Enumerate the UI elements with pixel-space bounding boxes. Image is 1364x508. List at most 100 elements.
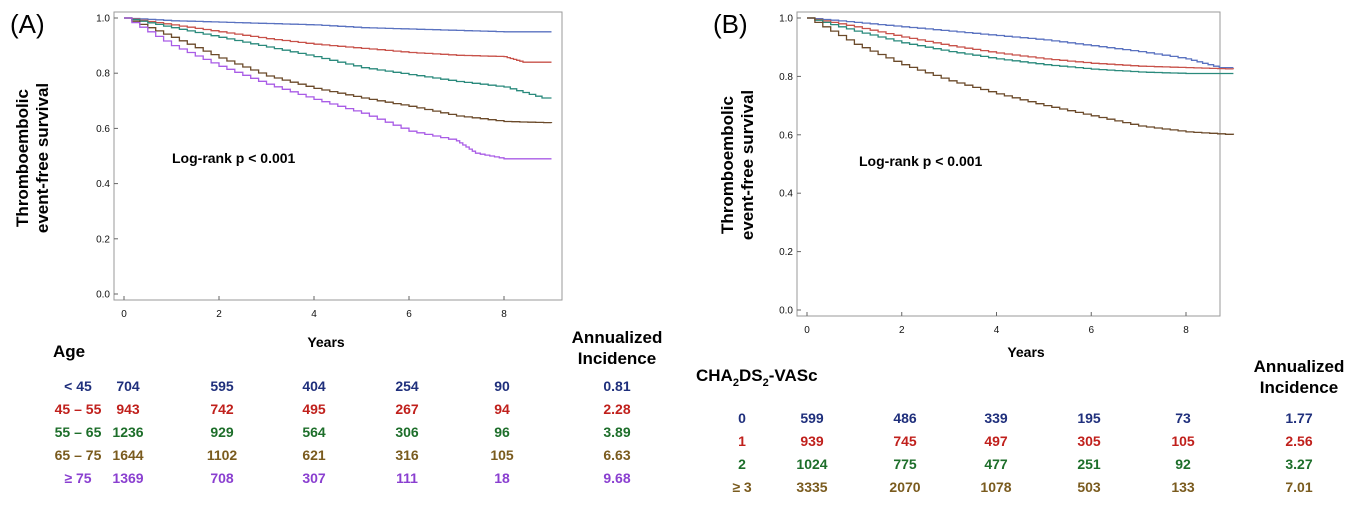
table-row: 1 939 745 497 305 105 2.56 (738, 433, 1313, 449)
at-risk-count: 92 (1175, 456, 1191, 472)
at-risk-count: 929 (210, 424, 234, 440)
at-risk-count: 2070 (889, 479, 920, 495)
incidence-value: 3.89 (603, 424, 630, 440)
y-axis-title-line: Thromboembolic (13, 89, 32, 227)
panel-a: (A) 0.0 0.2 0.4 0.6 0.8 1.0 0 2 4 6 8 Thromboembolic… (10, 9, 662, 486)
table-row: ≥ 75 1369 708 307 111 18 9.68 (64, 470, 630, 486)
row-label: 0 (738, 410, 746, 426)
at-risk-count: 96 (494, 424, 510, 440)
at-risk-count: 704 (116, 378, 140, 394)
at-risk-count: 1236 (112, 424, 143, 440)
at-risk-count: 742 (210, 401, 234, 417)
at-risk-count: 251 (1077, 456, 1101, 472)
incidence-value: 7.01 (1285, 479, 1312, 495)
at-risk-count: 708 (210, 470, 234, 486)
survival-curve-2 (807, 17, 1234, 75)
at-risk-count: 254 (395, 378, 419, 394)
table-row: 55 – 65 1236 929 564 306 96 3.89 (55, 424, 631, 440)
y-tick-label: 1.0 (96, 14, 110, 25)
row-label: 45 – 55 (55, 401, 102, 417)
at-risk-count: 939 (800, 433, 824, 449)
title-subscript: 2 (763, 377, 769, 389)
row-label: < 45 (64, 378, 92, 394)
survival-curve-3 (807, 17, 1235, 135)
plot-frame (113, 11, 563, 301)
title-part: CHA (696, 366, 733, 385)
at-risk-count: 267 (395, 401, 419, 417)
survival-curve-0 (124, 17, 552, 33)
at-risk-count: 133 (1171, 479, 1195, 495)
incidence-value: 2.28 (603, 401, 630, 417)
at-risk-count: 307 (302, 470, 326, 486)
at-risk-count: 404 (302, 378, 326, 394)
incidence-value: 0.81 (603, 378, 630, 394)
plot-frame (796, 11, 1221, 317)
logrank-annotation: Log-rank p < 0.001 (859, 153, 983, 169)
row-label: ≥ 3 (732, 479, 752, 495)
y-tick-label: 0.8 (779, 72, 793, 83)
incidence-header-line: Incidence (578, 349, 656, 368)
at-risk-count: 486 (893, 410, 917, 426)
y-tick-label: 0.0 (779, 306, 793, 317)
incidence-header-line: Annualized (572, 328, 663, 347)
y-tick-label: 0.0 (96, 290, 110, 301)
table-row: 45 – 55 943 742 495 267 94 2.28 (55, 401, 631, 417)
at-risk-count: 943 (116, 401, 140, 417)
at-risk-count: 105 (490, 447, 514, 463)
at-risk-count: 105 (1171, 433, 1195, 449)
at-risk-count: 90 (494, 378, 510, 394)
at-risk-count: 3335 (796, 479, 827, 495)
at-risk-count: 1644 (112, 447, 143, 463)
panel-label: (B) (713, 9, 748, 39)
at-risk-count: 477 (984, 456, 1008, 472)
at-risk-count: 745 (893, 433, 917, 449)
y-axis-title-line: event-free survival (738, 90, 757, 240)
table-row: < 45 704 595 404 254 90 0.81 (64, 378, 631, 394)
y-axis-title: Thromboembolicevent-free survival (13, 83, 52, 233)
at-risk-count: 73 (1175, 410, 1191, 426)
x-tick-label: 6 (1088, 325, 1094, 336)
incidence-value: 9.68 (603, 470, 630, 486)
incidence-value: 1.77 (1285, 410, 1312, 426)
at-risk-count: 111 (396, 470, 418, 486)
survival-curve-0 (807, 17, 1234, 69)
at-risk-count: 595 (210, 378, 234, 394)
panel-b: (B) 0.0 0.2 0.4 0.6 0.8 1.0 0 2 4 6 8 Thromboembolic… (696, 9, 1344, 495)
at-risk-count: 495 (302, 401, 326, 417)
at-risk-count: 497 (984, 433, 1008, 449)
incidence-value: 3.27 (1285, 456, 1312, 472)
at-risk-count: 94 (494, 401, 510, 417)
y-tick-label: 0.8 (96, 69, 110, 80)
x-axis-title: Years (307, 334, 345, 350)
x-tick-label: 8 (501, 309, 507, 320)
x-tick-label: 0 (804, 325, 810, 336)
title-subscript: 2 (733, 377, 739, 389)
row-label: 2 (738, 456, 746, 472)
at-risk-count: 18 (494, 470, 510, 486)
row-label: ≥ 75 (64, 470, 91, 486)
y-axis-title-line: Thromboembolic (718, 96, 737, 234)
survival-curve-3 (124, 17, 553, 124)
y-tick-label: 0.2 (779, 247, 793, 258)
table-row: 2 1024 775 477 251 92 3.27 (738, 456, 1313, 472)
y-tick-label: 0.6 (779, 130, 793, 141)
table-row: ≥ 3 3335 2070 1078 503 133 7.01 (732, 479, 1313, 495)
at-risk-count: 564 (302, 424, 326, 440)
y-tick-label: 0.4 (96, 179, 110, 190)
panel-label: (A) (10, 9, 45, 39)
survival-curve-1 (124, 17, 552, 63)
at-risk-count: 195 (1077, 410, 1101, 426)
x-tick-label: 2 (216, 309, 222, 320)
table-row: 65 – 75 1644 1102 621 316 105 6.63 (55, 447, 631, 463)
table-group-title: Age (53, 342, 85, 361)
y-axis-title-line: event-free survival (33, 83, 52, 233)
y-tick-label: 0.6 (96, 124, 110, 135)
table-group-title: CHA2DS2-VASc (696, 366, 818, 389)
at-risk-count: 305 (1077, 433, 1101, 449)
logrank-annotation: Log-rank p < 0.001 (172, 150, 296, 166)
survival-curve-2 (124, 17, 552, 99)
at-risk-count: 1102 (207, 447, 238, 463)
title-part: -VASc (769, 366, 818, 385)
